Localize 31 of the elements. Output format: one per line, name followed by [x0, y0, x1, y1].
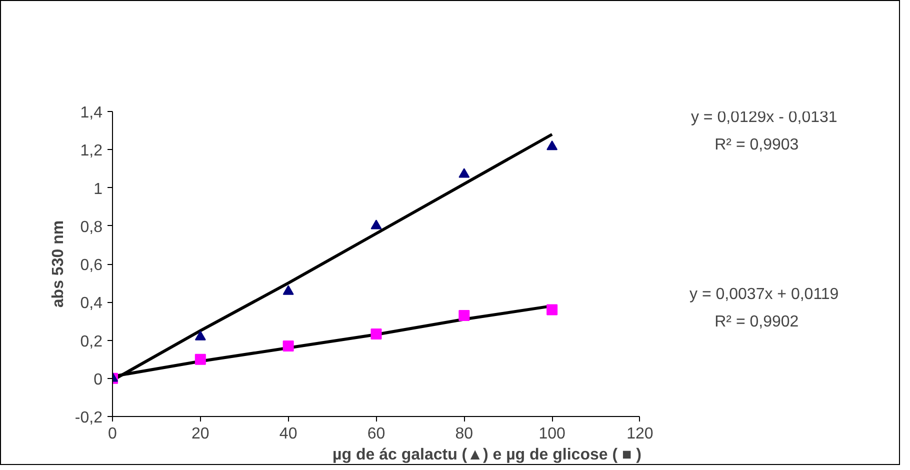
text: R² = 0,9903	[714, 136, 799, 154]
y-tick-label: 1	[94, 180, 103, 198]
point	[194, 354, 206, 365]
point	[458, 168, 470, 178]
point	[282, 340, 294, 352]
x-tick-label: 100	[538, 426, 566, 442]
x-tick-label: 0	[108, 426, 118, 442]
x-axis-title: µg de ác galactu (▲) e µg de glicose ( ■ )	[332, 446, 642, 464]
y-tick-label: 1,2	[80, 142, 103, 160]
x-tick-label: 120	[626, 426, 654, 442]
point	[546, 304, 558, 316]
x-tick-label: 20	[192, 426, 210, 442]
y-tick-label: 1,4	[80, 104, 103, 122]
text: R² = 0,9902	[714, 313, 799, 330]
y-tick-label: 0,6	[80, 257, 103, 274]
y-tick-label: -0,2	[74, 410, 103, 426]
y-axis-title: abs 530 nm	[50, 220, 67, 308]
point	[282, 285, 294, 295]
point	[370, 328, 382, 340]
x-tick-label: 40	[279, 426, 298, 442]
point	[194, 330, 206, 340]
y-tick-label: 0,4	[80, 295, 103, 312]
x-tick-label: 60	[367, 426, 386, 442]
point	[370, 220, 382, 230]
y-tick-label: 0,8	[80, 218, 103, 236]
x-tick-label: 80	[455, 426, 474, 442]
y-tick-label: 0	[94, 371, 103, 388]
y-tick-label: 0,2	[80, 333, 103, 350]
text: y = 0,0037x + 0,0119	[690, 286, 839, 303]
point	[546, 140, 558, 150]
point	[458, 310, 470, 321]
